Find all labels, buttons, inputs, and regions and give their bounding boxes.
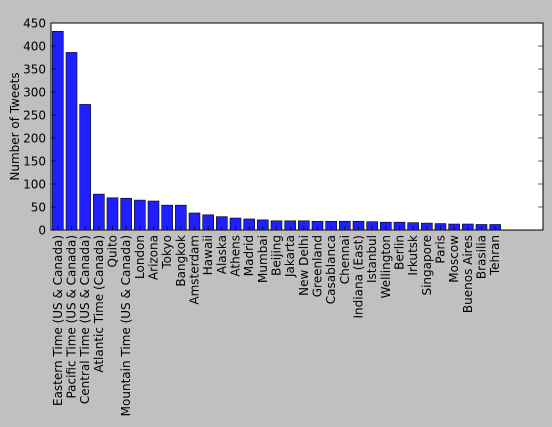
x-tick-label: Madrid <box>242 235 256 276</box>
x-tick-label: London <box>133 235 147 279</box>
x-tick-label: Alaska <box>215 235 229 274</box>
x-tick-label: Quito <box>106 235 120 267</box>
bar-7 <box>147 200 160 231</box>
x-tick-label: Irkutsk <box>406 235 420 276</box>
x-tick-label: Central Time (US & Canada) <box>78 235 92 404</box>
x-tick-label: New Delhi <box>297 235 311 296</box>
bar-2 <box>79 104 91 231</box>
x-tick-label: Wellington <box>379 235 393 298</box>
y-tick-label: 300 <box>23 86 46 100</box>
x-tick-label: Singapore <box>420 235 434 296</box>
x-tick-label: Greenland <box>311 235 325 297</box>
x-tick-label: Arizona <box>147 235 161 280</box>
y-axis-title: Number of Tweets <box>8 72 22 180</box>
x-tick-label: Bangkok <box>174 235 188 287</box>
y-tick-label: 100 <box>23 178 46 192</box>
x-tick-label: Tokyo <box>160 235 174 270</box>
x-tick-label: Brasilia <box>475 235 489 279</box>
x-tick-label: Athens <box>229 235 243 277</box>
y-tick-label: 150 <box>23 155 46 169</box>
x-tick-label: Paris <box>434 235 448 264</box>
x-tick-label: Mumbai <box>256 235 270 283</box>
bar-1 <box>65 52 78 231</box>
x-tick-label: Chennai <box>338 235 352 284</box>
x-tick-label: Amsterdam <box>188 235 202 305</box>
x-tick-label: Atlantic Time (Canada) <box>92 235 106 373</box>
x-tick-label: Beijing <box>270 235 284 276</box>
bar-6 <box>134 199 146 231</box>
x-tick-label: Istanbul <box>365 235 379 283</box>
x-tick-label: Casablanca <box>324 235 338 304</box>
plot-area <box>50 22 544 231</box>
x-tick-label: Hawaii <box>201 235 215 275</box>
bar-5 <box>120 197 132 231</box>
y-tick-label: 400 <box>23 40 46 54</box>
bar-4 <box>106 197 119 231</box>
x-tick-label: Eastern Time (US & Canada) <box>51 235 65 406</box>
y-axis: 0 50 100 150 200 250 300 350 400 450 <box>23 17 543 238</box>
y-tick-label: 200 <box>23 132 46 146</box>
x-tick-label: Moscow <box>447 235 461 283</box>
bar-3 <box>93 193 105 231</box>
x-tick-label: Mountain Time (US & Canada) <box>119 235 133 416</box>
bar-0 <box>52 30 64 231</box>
x-tick-label: Tehran <box>488 235 502 276</box>
y-tick-label: 250 <box>23 109 46 123</box>
x-tick-label: Berlin <box>393 235 407 270</box>
x-tick-label: Pacific Time (US & Canada) <box>65 235 79 399</box>
x-tick-label: Indiana (East) <box>352 235 366 318</box>
y-tick-label: 350 <box>23 63 46 77</box>
x-axis: Eastern Time (US & Canada) Pacific Time (… <box>51 226 502 416</box>
bars <box>52 30 501 231</box>
x-tick-label: Buenos Aires <box>461 235 475 313</box>
y-tick-label: 450 <box>23 17 46 31</box>
y-tick-label: 50 <box>31 201 46 215</box>
x-tick-label: Jakarta <box>283 235 297 278</box>
y-tick-label: 0 <box>38 224 46 238</box>
